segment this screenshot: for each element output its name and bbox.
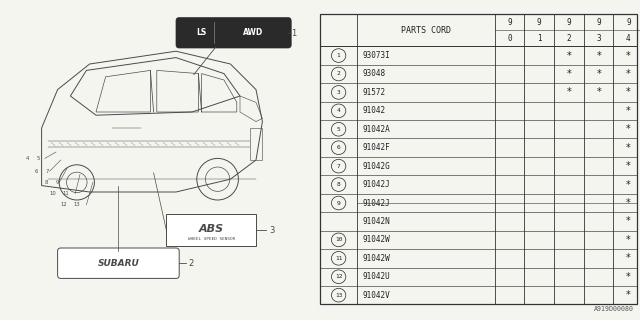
Text: 9: 9 xyxy=(537,18,541,27)
Text: 10: 10 xyxy=(335,237,342,242)
Text: 8: 8 xyxy=(45,180,48,185)
Text: 9: 9 xyxy=(507,18,512,27)
Text: 2: 2 xyxy=(566,34,572,43)
Text: 9: 9 xyxy=(566,18,572,27)
Text: 1: 1 xyxy=(291,29,296,38)
Text: 6: 6 xyxy=(337,145,340,150)
FancyBboxPatch shape xyxy=(58,248,179,278)
Text: 91042F: 91042F xyxy=(362,143,390,152)
Text: 91042G: 91042G xyxy=(362,162,390,171)
Text: 91042V: 91042V xyxy=(362,291,390,300)
Text: AWD: AWD xyxy=(243,28,263,37)
Text: *: * xyxy=(626,161,631,171)
Text: 0: 0 xyxy=(507,34,512,43)
Text: *: * xyxy=(566,87,572,97)
Text: LS: LS xyxy=(196,28,207,37)
Text: A919D00080: A919D00080 xyxy=(593,306,634,312)
Text: ABS: ABS xyxy=(198,224,224,234)
FancyBboxPatch shape xyxy=(176,18,291,48)
Text: *: * xyxy=(626,235,631,245)
Text: 9: 9 xyxy=(626,18,630,27)
Text: *: * xyxy=(626,87,631,97)
Text: *: * xyxy=(626,143,631,153)
Text: 91042: 91042 xyxy=(362,106,385,115)
Text: 91572: 91572 xyxy=(362,88,385,97)
Text: 3: 3 xyxy=(269,226,274,235)
Text: *: * xyxy=(626,69,631,79)
Text: *: * xyxy=(566,51,572,60)
Text: 11: 11 xyxy=(62,191,69,196)
Text: 3: 3 xyxy=(337,90,340,95)
Text: *: * xyxy=(626,180,631,189)
Text: WHEEL SPEED SENSOR: WHEEL SPEED SENSOR xyxy=(188,237,235,241)
Text: *: * xyxy=(596,51,601,60)
Bar xyxy=(250,128,262,160)
Text: 2: 2 xyxy=(189,259,194,268)
Text: *: * xyxy=(566,69,572,79)
Text: 12: 12 xyxy=(335,274,342,279)
Text: 91042J: 91042J xyxy=(362,198,390,207)
Text: SUBARU: SUBARU xyxy=(97,259,140,268)
Text: 9: 9 xyxy=(337,201,340,205)
Text: 7: 7 xyxy=(45,169,49,174)
Text: 93073I: 93073I xyxy=(362,51,390,60)
Text: 10: 10 xyxy=(49,191,56,196)
Text: 4: 4 xyxy=(626,34,630,43)
Text: 9: 9 xyxy=(55,180,59,185)
Text: 4: 4 xyxy=(337,108,340,113)
Text: 91042U: 91042U xyxy=(362,272,390,281)
Text: 6: 6 xyxy=(35,169,38,174)
Text: 8: 8 xyxy=(337,182,340,187)
Text: 91042J: 91042J xyxy=(362,180,390,189)
Text: *: * xyxy=(626,253,631,263)
Text: 13: 13 xyxy=(335,293,342,298)
Bar xyxy=(166,214,256,246)
Text: 11: 11 xyxy=(335,256,342,261)
Text: 4: 4 xyxy=(26,156,29,161)
Text: *: * xyxy=(626,51,631,60)
Text: PARTS CORD: PARTS CORD xyxy=(401,26,451,35)
Text: 91042W: 91042W xyxy=(362,254,390,263)
Text: 1: 1 xyxy=(337,53,340,58)
Text: 3: 3 xyxy=(596,34,601,43)
Text: *: * xyxy=(626,106,631,116)
Text: 12: 12 xyxy=(61,202,67,207)
Text: 2: 2 xyxy=(337,71,340,76)
Text: 93048: 93048 xyxy=(362,69,385,78)
Text: 13: 13 xyxy=(74,202,80,207)
Text: 91042N: 91042N xyxy=(362,217,390,226)
Text: 91042W: 91042W xyxy=(362,236,390,244)
Text: *: * xyxy=(626,216,631,227)
Text: 5: 5 xyxy=(337,127,340,132)
Text: *: * xyxy=(626,198,631,208)
Text: *: * xyxy=(596,87,601,97)
Text: 9: 9 xyxy=(596,18,601,27)
Text: 1: 1 xyxy=(537,34,541,43)
Text: *: * xyxy=(626,272,631,282)
Text: 91042A: 91042A xyxy=(362,125,390,134)
Text: 5: 5 xyxy=(36,156,40,161)
Text: 7: 7 xyxy=(337,164,340,169)
Text: *: * xyxy=(596,69,601,79)
Text: *: * xyxy=(626,124,631,134)
Text: *: * xyxy=(626,290,631,300)
